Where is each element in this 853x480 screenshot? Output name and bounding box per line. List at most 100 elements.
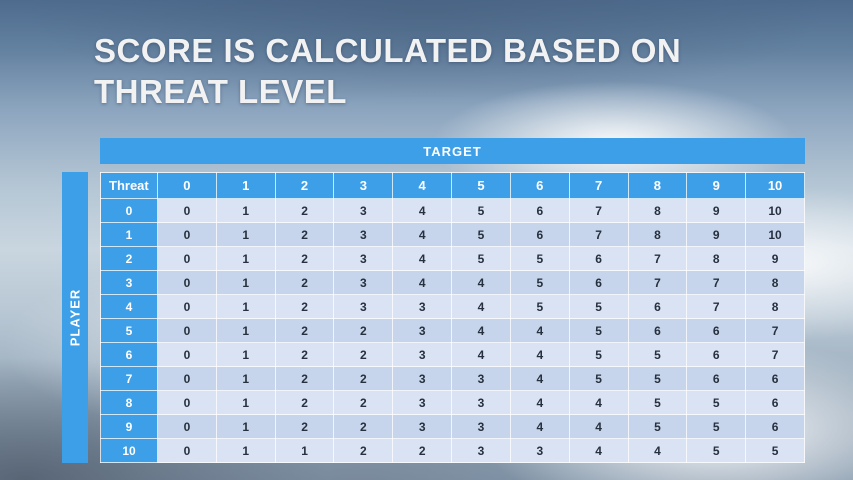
target-header-bar: TARGET — [100, 138, 805, 164]
score-table-body: 0 0 1 2 3 4 5 6 7 8 9 10 1 0 1 2 3 4 5 6 7 8 9 10 2 0 1 2 3 4 5 5 6 7 8 9 3 0… — [100, 198, 805, 463]
row-header: 6 — [100, 342, 158, 367]
score-cell: 3 — [392, 414, 453, 439]
score-cell: 5 — [509, 294, 570, 319]
score-cell: 5 — [568, 318, 629, 343]
col-header: 3 — [333, 172, 394, 199]
score-cell: 5 — [686, 414, 747, 439]
score-cell: 3 — [451, 438, 511, 463]
score-cell: 6 — [568, 246, 629, 271]
score-cell: 4 — [509, 342, 570, 367]
score-cell: 0 — [157, 390, 217, 415]
score-cell: 5 — [686, 438, 747, 463]
score-cell: 10 — [745, 222, 805, 247]
score-cell: 4 — [627, 438, 688, 463]
col-header: 0 — [157, 172, 217, 199]
score-table-head: Threat 0 1 2 3 4 5 6 7 8 9 10 — [100, 172, 805, 199]
score-cell: 5 — [686, 390, 747, 415]
score-cell: 1 — [215, 246, 276, 271]
score-cell: 8 — [745, 294, 805, 319]
col-header: 5 — [451, 172, 511, 199]
score-cell: 0 — [157, 270, 217, 295]
row-header: 7 — [100, 366, 158, 391]
score-cell: 6 — [686, 342, 747, 367]
score-cell: 7 — [745, 318, 805, 343]
score-cell: 1 — [215, 222, 276, 247]
score-cell: 4 — [392, 270, 453, 295]
score-cell: 4 — [392, 246, 453, 271]
score-cell: 2 — [274, 294, 335, 319]
score-cell: 2 — [392, 438, 453, 463]
col-header: 10 — [745, 172, 805, 199]
score-cell: 1 — [215, 342, 276, 367]
score-cell: 5 — [568, 294, 629, 319]
score-cell: 3 — [451, 414, 511, 439]
title-line-2: THREAT LEVEL — [94, 73, 347, 111]
score-cell: 10 — [745, 198, 805, 223]
score-cell: 1 — [215, 438, 276, 463]
score-cell: 7 — [686, 270, 747, 295]
row-header: 1 — [100, 222, 158, 247]
score-cell: 3 — [451, 390, 511, 415]
target-label: TARGET — [423, 143, 482, 159]
score-cell: 7 — [627, 246, 688, 271]
slide-title: SCORE IS CALCULATED BASED ON THREAT LEVE… — [94, 30, 734, 113]
score-cell: 3 — [333, 198, 394, 223]
score-cell: 5 — [568, 366, 629, 391]
score-cell: 4 — [509, 318, 570, 343]
score-cell: 7 — [627, 270, 688, 295]
score-cell: 1 — [274, 438, 335, 463]
score-cell: 5 — [509, 270, 570, 295]
score-cell: 2 — [333, 342, 394, 367]
score-cell: 4 — [392, 222, 453, 247]
score-cell: 2 — [333, 414, 394, 439]
score-cell: 4 — [509, 366, 570, 391]
score-cell: 4 — [451, 294, 511, 319]
score-cell: 3 — [392, 366, 453, 391]
score-cell: 1 — [215, 270, 276, 295]
score-cell: 2 — [333, 366, 394, 391]
score-cell: 5 — [509, 246, 570, 271]
score-cell: 9 — [745, 246, 805, 271]
score-cell: 4 — [392, 198, 453, 223]
score-cell: 5 — [451, 198, 511, 223]
score-cell: 6 — [627, 294, 688, 319]
row-header: 0 — [100, 198, 158, 223]
score-cell: 7 — [686, 294, 747, 319]
score-cell: 8 — [686, 246, 747, 271]
score-cell: 1 — [215, 198, 276, 223]
score-cell: 0 — [157, 198, 217, 223]
table-row: 1 0 1 2 3 4 5 6 7 8 9 10 — [100, 222, 805, 247]
row-header: 3 — [100, 270, 158, 295]
score-cell: 5 — [627, 390, 688, 415]
score-cell: 6 — [627, 318, 688, 343]
col-header: 8 — [627, 172, 688, 199]
score-cell: 7 — [745, 342, 805, 367]
table-header-row: Threat 0 1 2 3 4 5 6 7 8 9 10 — [100, 172, 805, 199]
score-cell: 6 — [686, 318, 747, 343]
score-cell: 2 — [274, 366, 335, 391]
table-row: 10 0 1 1 2 2 3 3 4 4 5 5 — [100, 438, 805, 463]
score-cell: 6 — [745, 414, 805, 439]
score-cell: 3 — [333, 294, 394, 319]
score-cell: 2 — [274, 390, 335, 415]
score-cell: 0 — [157, 342, 217, 367]
score-cell: 8 — [627, 198, 688, 223]
score-cell: 2 — [333, 438, 394, 463]
col-header: 4 — [392, 172, 453, 199]
score-cell: 6 — [568, 270, 629, 295]
score-cell: 9 — [686, 222, 747, 247]
row-header: 4 — [100, 294, 158, 319]
score-cell: 2 — [274, 246, 335, 271]
score-cell: 6 — [686, 366, 747, 391]
player-header-bar: PLAYER — [62, 172, 88, 463]
score-cell: 0 — [157, 222, 217, 247]
score-cell: 1 — [215, 294, 276, 319]
col-header: 9 — [686, 172, 747, 199]
score-cell: 3 — [392, 342, 453, 367]
score-cell: 3 — [392, 390, 453, 415]
score-cell: 2 — [274, 198, 335, 223]
score-cell: 2 — [274, 222, 335, 247]
row-header: 2 — [100, 246, 158, 271]
